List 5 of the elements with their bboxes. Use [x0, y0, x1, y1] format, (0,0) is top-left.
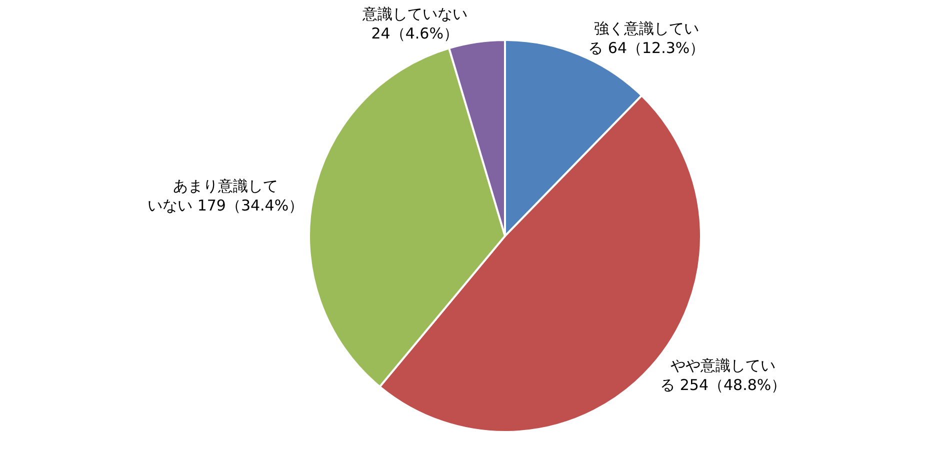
- slice-label: 意識していない: [361, 4, 468, 23]
- data-label: 24（4.6%）: [371, 24, 458, 42]
- slice-label: やや意識している 254（48.8%）: [660, 356, 786, 394]
- slice-label: あまり意識していない 179（34.4%）: [148, 177, 304, 215]
- slice-label: 強く意識している 64（12.3%）: [588, 20, 705, 58]
